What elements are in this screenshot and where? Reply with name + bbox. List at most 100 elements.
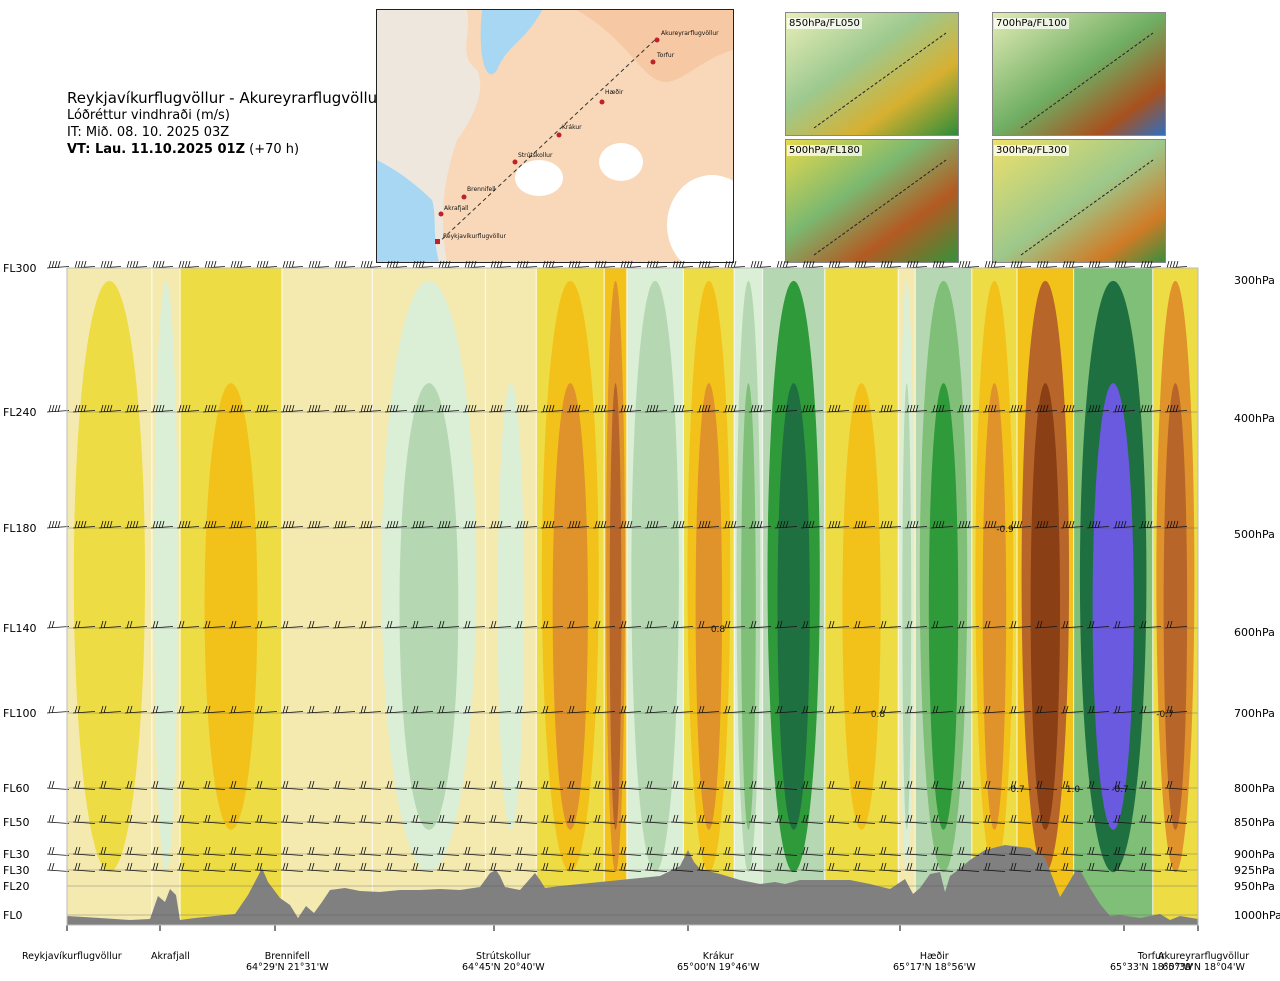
wind-barb [566, 846, 590, 856]
variable-label: Lóðréttur vindhraði (m/s) [67, 108, 230, 123]
wind-barb [462, 520, 486, 529]
wind-barb [358, 814, 382, 824]
wind-barb [332, 404, 356, 413]
wind-barb [982, 814, 1006, 824]
wind-barb [384, 862, 408, 872]
wind-barb [436, 814, 460, 824]
hpa-label-8: 925hPa [1234, 864, 1275, 877]
wind-barb [878, 780, 902, 790]
wind-barb [280, 404, 304, 413]
wind-barb [176, 846, 200, 856]
wind-barb [826, 520, 850, 529]
wind-barb [774, 780, 798, 790]
wind-barb [332, 814, 356, 824]
wind-barb [748, 846, 772, 856]
wind-barb [462, 846, 486, 856]
wind-barb [98, 846, 122, 856]
wind-barb [1138, 814, 1162, 824]
wind-barb [228, 520, 252, 529]
wind-barb [72, 620, 96, 629]
wind-barb [904, 780, 928, 790]
wind-barb [644, 620, 668, 629]
wind-barb [280, 780, 304, 790]
wind-barb [124, 780, 148, 790]
station-coords: 65°33'N 18°07'W [1110, 962, 1193, 973]
wind-barb [46, 846, 70, 856]
wind-barb [878, 620, 902, 629]
wind-barb [358, 780, 382, 790]
wind-barb [1034, 862, 1058, 872]
wind-barb [644, 260, 668, 269]
wind-barb [826, 862, 850, 872]
station-name: Hæðir [919, 951, 949, 962]
wind-barb [1034, 620, 1058, 629]
wind-barb [410, 780, 434, 790]
wind-barb [1060, 260, 1084, 269]
wind-barb [72, 705, 96, 714]
wind-barb [410, 814, 434, 824]
wind-barb [540, 404, 564, 413]
wind-barb [176, 705, 200, 714]
station-name: Akureyrarflugvöllur [1158, 951, 1250, 962]
station-label-akureyri: Akureyrarflugvöllur 65°39'N 18°04'W [1158, 951, 1249, 973]
wind-barb [644, 520, 668, 529]
wind-barb [722, 520, 746, 529]
wind-barb [1164, 846, 1188, 856]
wind-barb [1008, 780, 1032, 790]
wind-barb [618, 520, 642, 529]
wind-barb [826, 620, 850, 629]
wind-barb [46, 260, 70, 269]
wind-barb [410, 260, 434, 269]
wind-barb [410, 404, 434, 413]
wind-barb [306, 846, 330, 856]
mini-map-300-label: 300hPa/FL300 [994, 145, 1069, 156]
band-peak-9 [695, 383, 723, 830]
wind-barb [878, 862, 902, 872]
wind-barb [592, 862, 616, 872]
hpa-label-1: 400hPa [1234, 412, 1275, 425]
wind-barb [618, 862, 642, 872]
map-label-brennifell: Brennifell [467, 186, 496, 193]
wind-barb [280, 846, 304, 856]
wind-barb [98, 620, 122, 629]
wind-barb [1008, 814, 1032, 824]
map-dot-haedir [599, 99, 605, 105]
wind-barb [98, 705, 122, 714]
wind-barb [852, 705, 876, 714]
wind-barb [1138, 780, 1162, 790]
wind-barb [72, 260, 96, 269]
wind-barb [644, 814, 668, 824]
wind-barb [436, 846, 460, 856]
wind-barb [72, 520, 96, 529]
wind-barb [358, 620, 382, 629]
wind-barb [332, 520, 356, 529]
wind-barb [592, 260, 616, 269]
mini-map-500-label: 500hPa/FL180 [787, 145, 862, 156]
wind-barb [306, 780, 330, 790]
wind-barb [1086, 705, 1110, 714]
wind-barb [1112, 705, 1136, 714]
wind-barb [332, 260, 356, 269]
wind-barb [150, 862, 174, 872]
wind-barb [1138, 404, 1162, 413]
station-label-akrafjall: Akrafjall [151, 951, 190, 962]
wind-barb [644, 705, 668, 714]
wind-barb [1164, 705, 1188, 714]
wind-barb [982, 780, 1006, 790]
fl-label-0: FL300 [3, 262, 36, 275]
wind-barb [1086, 780, 1110, 790]
band-peak-14 [928, 383, 959, 830]
wind-barb [72, 404, 96, 413]
wind-barb [1034, 404, 1058, 413]
wind-barb [488, 846, 512, 856]
station-coords: 65°00'N 19°46'W [677, 962, 760, 973]
wind-barb [332, 862, 356, 872]
map-labels: Akureyrarflugvöllur Torfur Hæðir Krákur … [435, 30, 719, 244]
wind-barb [384, 260, 408, 269]
wind-barb [1112, 862, 1136, 872]
wind-barb [280, 862, 304, 872]
wind-barb [254, 846, 278, 856]
wind-barb [254, 520, 278, 529]
wind-barb [800, 814, 824, 824]
wind-barb [722, 705, 746, 714]
